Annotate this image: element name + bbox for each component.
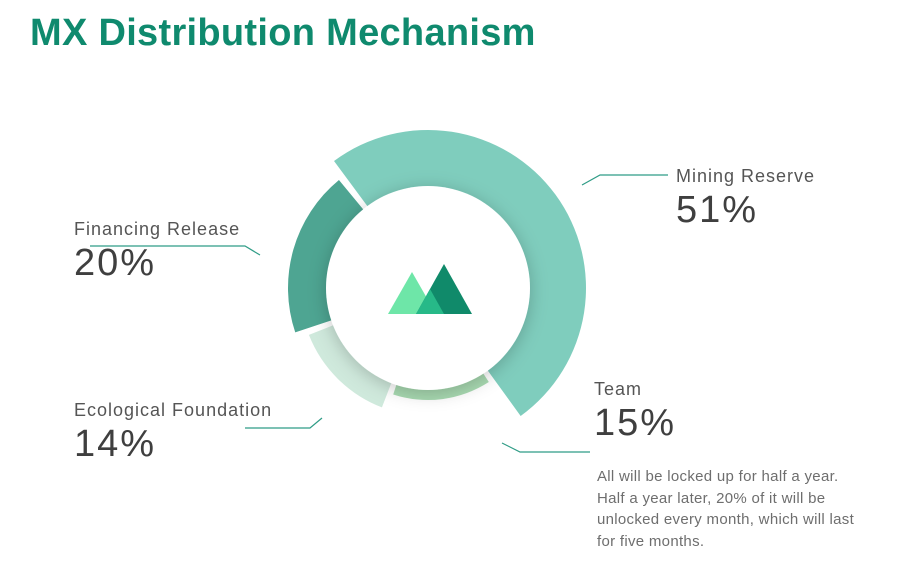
- label-mining-reserve: Mining Reserve 51%: [676, 166, 815, 232]
- leader-line-mining-reserve: [581, 174, 668, 186]
- label-financing-release: Financing Release 20%: [74, 219, 240, 285]
- slice-ecological-foundation: [308, 323, 394, 408]
- donut-slices: [288, 130, 586, 416]
- slice-mining-reserve: [334, 130, 586, 416]
- leader-line-ecological-foundation: [245, 417, 323, 429]
- mexc-logo-icon: [388, 264, 472, 314]
- label-ecological-foundation: Ecological Foundation 14%: [74, 400, 272, 466]
- page-title: MX Distribution Mechanism: [30, 12, 536, 54]
- leader-line-financing-release: [90, 245, 261, 256]
- label-name: Team: [594, 379, 643, 399]
- slice-financing-release: [288, 179, 367, 333]
- label-percent: 14%: [74, 423, 157, 465]
- label-percent: 51%: [676, 189, 759, 231]
- donut-center: [326, 186, 530, 390]
- label-percent: 15%: [594, 402, 677, 444]
- label-name: Mining Reserve: [676, 166, 816, 186]
- label-name: Ecological Foundation: [74, 400, 273, 420]
- label-name: Financing Release: [74, 219, 241, 239]
- label-percent: 20%: [74, 242, 157, 284]
- team-lockup-note: All will be locked up for half a year. H…: [597, 468, 855, 550]
- leader-line-team: [501, 442, 590, 453]
- label-team: Team 15%: [594, 379, 676, 445]
